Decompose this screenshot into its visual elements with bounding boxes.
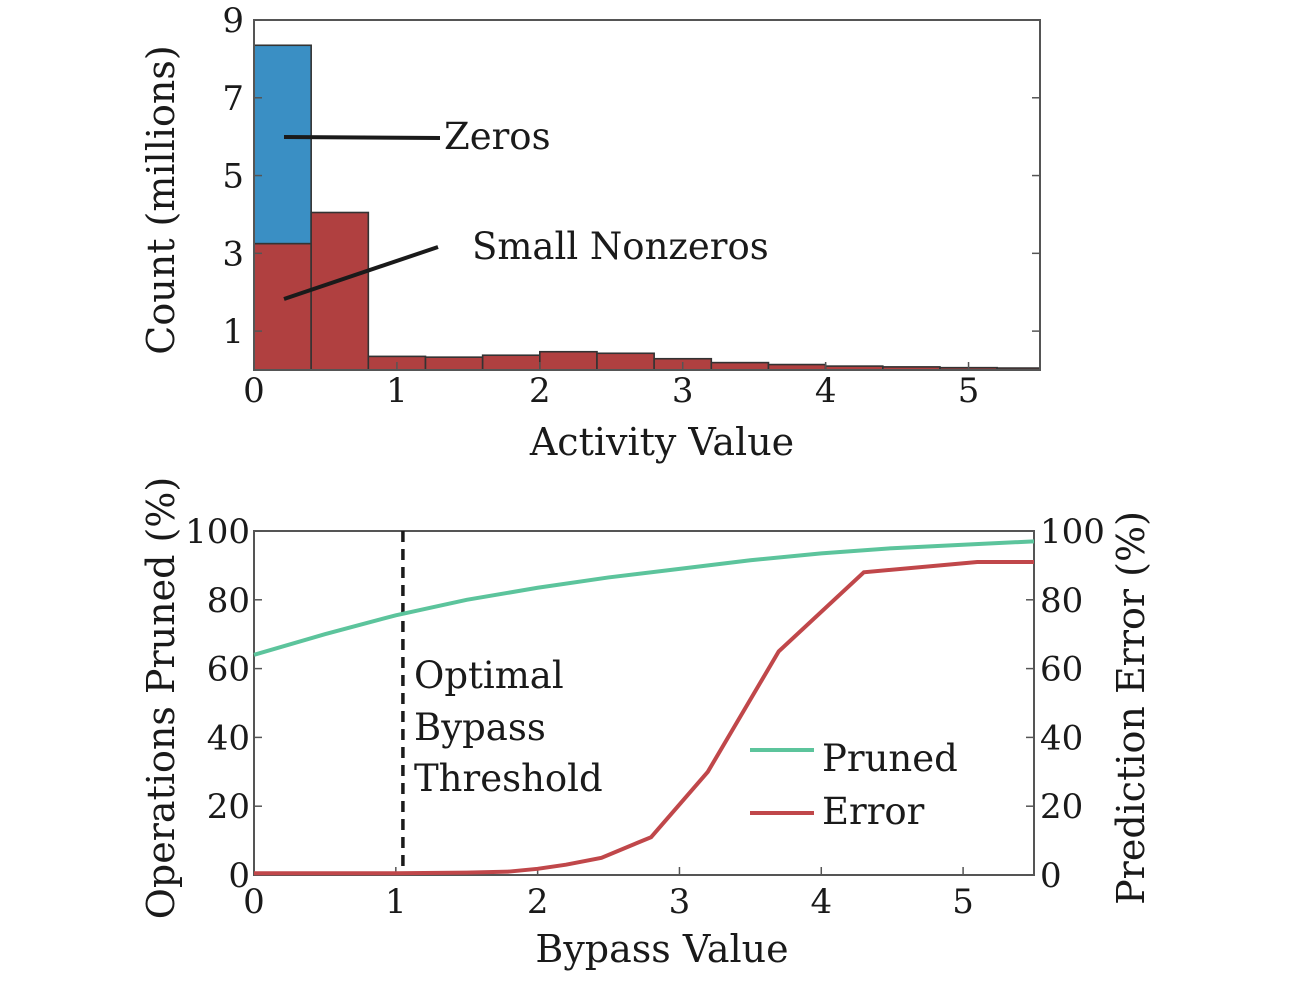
bottom-x-tick-label: 1 — [385, 882, 407, 922]
top-x-tick-label: 3 — [672, 371, 694, 411]
top-x-axis-label: Activity Value — [529, 420, 794, 464]
legend-pruned-label: Pruned — [822, 737, 958, 780]
threshold-label-line3: Threshold — [414, 757, 603, 800]
top-y-tick-label: 5 — [222, 157, 244, 197]
top-y-tick-label: 7 — [222, 79, 244, 119]
bottom-x-tick-label: 3 — [669, 882, 691, 922]
bottom-left-y-tick-label: 20 — [207, 787, 250, 827]
top-y-axis-label: Count (millions) — [139, 45, 183, 354]
threshold-label-line2: Bypass — [414, 706, 546, 749]
bottom-left-y-tick-label: 80 — [207, 581, 250, 621]
bottom-left-y-tick-label: 60 — [207, 650, 250, 690]
bottom-x-axis-label: Bypass Value — [535, 927, 788, 971]
bar-zeros — [253, 44, 312, 245]
top-y-ticks: 1 3 5 7 9 — [222, 1, 1040, 352]
pruned-series-line — [253, 539, 1035, 657]
threshold-label-line1: Optimal — [414, 654, 564, 697]
top-y-tick-label: 9 — [222, 1, 244, 41]
bottom-right-y-tick-label: 100 — [1040, 512, 1105, 552]
legend-error-label: Error — [822, 790, 925, 833]
small-nonzeros-annotation-line — [283, 245, 439, 301]
bottom-right-y-tick-label: 40 — [1040, 718, 1083, 758]
bar-small-nonzeros — [481, 354, 541, 371]
top-x-tick-label: 5 — [958, 371, 980, 411]
small-nonzeros-annotation: Small Nonzeros — [472, 225, 769, 268]
bottom-y-ticks-left: 0 20 40 60 80 100 — [185, 512, 262, 896]
histogram-bars — [253, 44, 1041, 371]
bottom-x-tick-label: 0 — [243, 882, 265, 922]
bar-small-nonzeros — [596, 352, 655, 371]
bar-small-nonzeros — [310, 211, 370, 371]
top-x-ticks: 0 1 2 3 4 5 — [243, 362, 979, 411]
top-x-tick-label: 1 — [386, 371, 408, 411]
zeros-annotation: Zeros — [444, 115, 551, 158]
top-y-tick-label: 1 — [222, 312, 244, 352]
top-y-tick-label: 3 — [222, 234, 244, 274]
bottom-left-y-tick-label: 0 — [228, 856, 250, 896]
bottom-right-y-axis-label: Prediction Error (%) — [1109, 511, 1153, 905]
bottom-right-y-tick-label: 0 — [1040, 856, 1062, 896]
zeros-annotation-line — [283, 135, 441, 140]
error-series-line — [254, 559, 1034, 876]
legend: Pruned Error — [750, 737, 958, 833]
bottom-y-ticks-right: 0 20 40 60 80 100 — [1026, 512, 1105, 896]
bottom-x-tick-label: 5 — [952, 882, 974, 922]
bottom-right-y-tick-label: 80 — [1040, 581, 1083, 621]
bottom-right-y-tick-label: 20 — [1040, 787, 1083, 827]
top-x-tick-label: 4 — [815, 371, 837, 411]
bottom-plot-frame — [253, 530, 1035, 876]
bottom-x-ticks: 0 1 2 3 4 5 — [243, 867, 974, 922]
bar-small-nonzeros — [253, 242, 312, 371]
bar-small-nonzeros — [710, 361, 770, 371]
bottom-left-y-tick-label: 40 — [207, 718, 250, 758]
top-x-tick-label: 2 — [529, 371, 551, 411]
bottom-x-tick-label: 2 — [527, 882, 549, 922]
bottom-right-y-tick-label: 60 — [1040, 650, 1083, 690]
bypass-chart: 0 1 2 3 4 5 0 20 40 60 80 100 0 20 40 60 80 100 Optimal… — [139, 477, 1153, 971]
top-x-tick-label: 0 — [243, 371, 265, 411]
top-plot-frame — [253, 19, 1041, 371]
bar-small-nonzeros — [539, 350, 598, 371]
bottom-left-y-axis-label: Operations Pruned (%) — [139, 477, 183, 919]
bar-small-nonzeros — [424, 356, 484, 371]
bottom-x-tick-label: 4 — [810, 882, 832, 922]
activity-histogram: 0 1 2 3 4 5 1 3 5 7 9 Zeros Small Nonzeros Activi… — [139, 1, 1041, 464]
bottom-left-y-tick-label: 100 — [185, 512, 250, 552]
